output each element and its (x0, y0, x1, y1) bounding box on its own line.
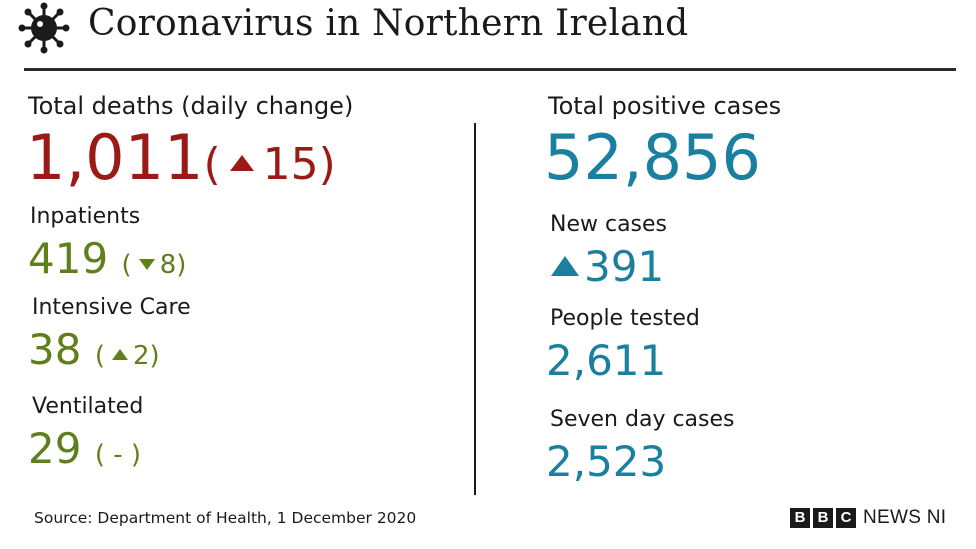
logo-text: NEWS NI (863, 507, 947, 528)
seven-day-cases-label: Seven day cases (550, 407, 735, 432)
ventilated-value: 29 (28, 424, 82, 473)
page-title: Coronavirus in Northern Ireland (88, 3, 689, 44)
intensive-care-value: 38 (28, 325, 82, 374)
total-positive-value: 52,856 (544, 121, 761, 194)
inpatients-stat: 419 (8) (28, 234, 186, 290)
up-arrow-icon (551, 255, 579, 276)
total-deaths-stat: 1,011(15) (26, 122, 336, 201)
total-deaths-change: (15) (203, 139, 336, 190)
bbc-news-ni-logo: B B C NEWS NI (790, 507, 946, 529)
intensive-care-change-value: 2 (132, 341, 150, 371)
seven-day-cases-value: 2,523 (546, 437, 667, 486)
source-note: Source: Department of Health, 1 December… (34, 509, 417, 527)
new-cases-stat: 391 (548, 242, 664, 292)
new-cases-label: New cases (550, 212, 668, 237)
inpatients-label: Inpatients (30, 204, 141, 229)
new-cases-value: 391 (584, 242, 665, 291)
logo-letter-b2: B (813, 508, 833, 528)
up-arrow-icon (229, 155, 254, 171)
people-tested-label: People tested (550, 306, 700, 331)
inpatients-value: 419 (28, 234, 109, 283)
ventilated-change-value: - (113, 440, 123, 470)
inpatients-change: (8) (121, 250, 187, 280)
ventilated-label: Ventilated (32, 394, 144, 419)
total-deaths-label: Total deaths (daily change) (28, 92, 354, 120)
inpatients-change-value: 8 (159, 250, 177, 280)
logo-letter-b1: B (790, 508, 810, 528)
coronavirus-icon (18, 2, 70, 54)
total-deaths-value: 1,011 (26, 121, 204, 194)
title-underline (24, 68, 956, 71)
total-positive-label: Total positive cases (548, 92, 782, 120)
ventilated-change: ( - ) (94, 440, 142, 470)
column-divider (474, 123, 476, 495)
total-deaths-change-value: 15 (262, 139, 319, 190)
people-tested-value: 2,611 (546, 336, 667, 385)
intensive-care-label: Intensive Care (32, 295, 191, 320)
ventilated-stat: 29 ( - ) (28, 424, 141, 480)
intensive-care-stat: 38 (2) (28, 325, 160, 381)
down-arrow-icon (138, 258, 155, 270)
up-arrow-icon (111, 348, 128, 360)
intensive-care-change: (2) (94, 341, 160, 371)
logo-letter-c: C (836, 508, 856, 528)
